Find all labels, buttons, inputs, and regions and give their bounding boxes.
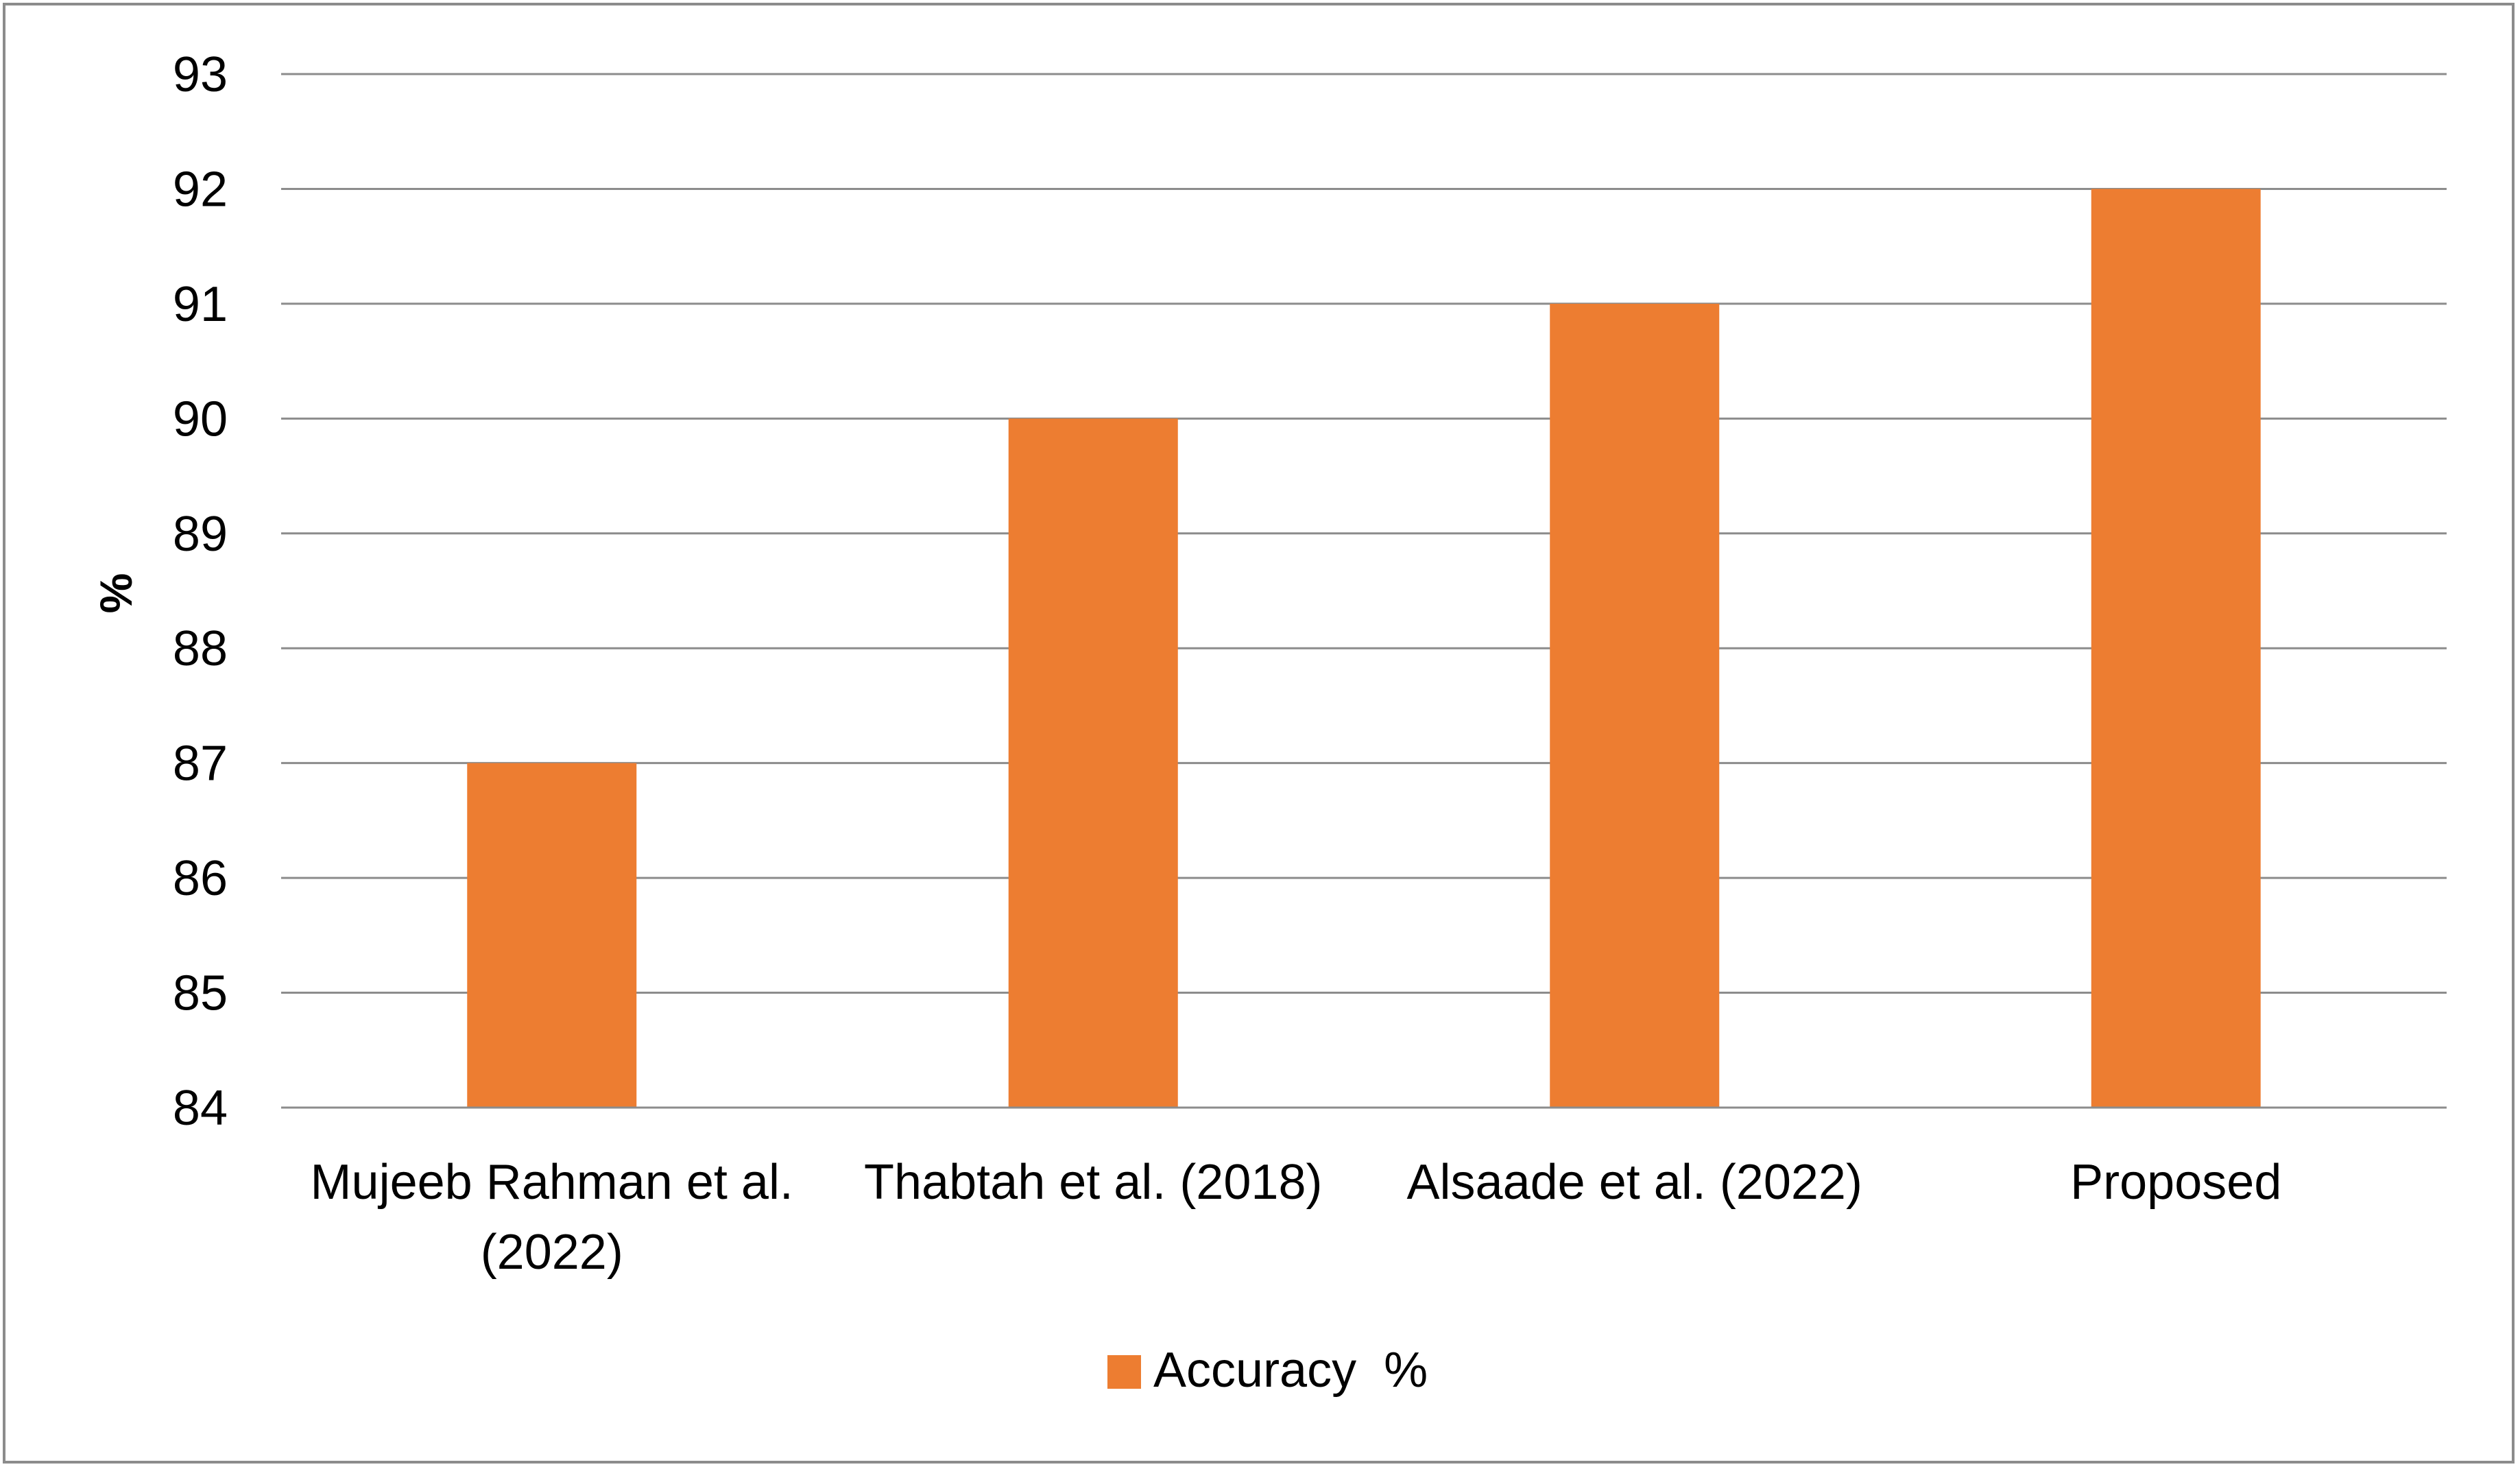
legend: Accuracy %	[1107, 1343, 1428, 1398]
y-tick-label: 90	[173, 392, 228, 446]
y-axis-title: %	[91, 573, 141, 614]
y-tick-label: 93	[173, 47, 228, 102]
bar	[1550, 303, 1720, 1108]
x-category-label: Proposed	[2070, 1155, 2281, 1210]
x-category-label: Mujeeb Rahman et al.	[311, 1155, 793, 1210]
x-category-label: Thabtah et al. (2018)	[864, 1155, 1322, 1210]
gridlines	[281, 73, 2447, 994]
y-tick-label: 91	[173, 277, 228, 332]
x-category-labels: Mujeeb Rahman et al. (2022) Thabtah et al.…	[311, 1155, 2282, 1280]
legend-swatch	[1107, 1355, 1141, 1389]
y-tick-label: 86	[173, 851, 228, 906]
y-tick-label: 87	[173, 737, 228, 791]
y-tick-label: 92	[173, 162, 228, 217]
x-category-label: Alsaade et al. (2022)	[1407, 1155, 1862, 1210]
bar	[2091, 189, 2261, 1108]
x-category-label: (2022)	[481, 1225, 623, 1280]
y-tick-label: 88	[173, 621, 228, 676]
legend-label: Accuracy %	[1153, 1343, 1428, 1398]
bars	[467, 189, 2261, 1108]
y-tick-label: 89	[173, 507, 228, 562]
bar	[1008, 418, 1178, 1108]
y-tick-label: 84	[173, 1081, 228, 1136]
y-tick-labels: 84 85 86 87 88 89 90 91 92 93	[173, 47, 228, 1136]
y-tick-label: 85	[173, 966, 228, 1021]
bar	[467, 763, 637, 1108]
